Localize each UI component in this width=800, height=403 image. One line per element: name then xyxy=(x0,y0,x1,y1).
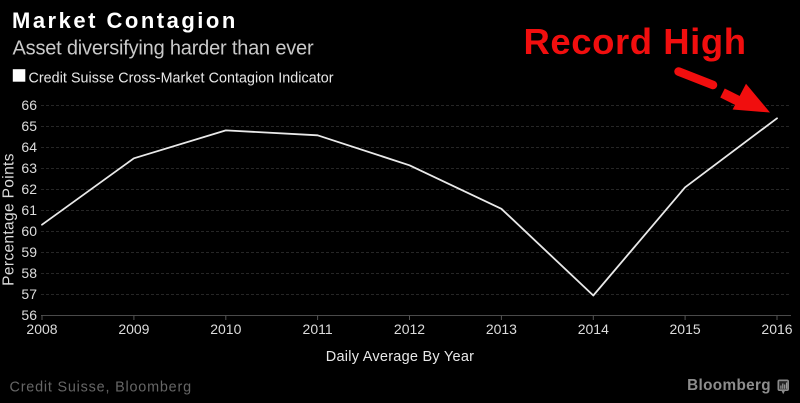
svg-text:Credit Suisse, Bloomberg: Credit Suisse, Bloomberg xyxy=(10,380,192,396)
svg-text:56: 56 xyxy=(21,307,37,323)
svg-text:63: 63 xyxy=(21,160,37,176)
svg-text:59: 59 xyxy=(21,244,37,260)
svg-text:2013: 2013 xyxy=(486,321,517,337)
svg-text:2012: 2012 xyxy=(394,321,425,337)
svg-text:64: 64 xyxy=(21,139,37,155)
svg-text:66: 66 xyxy=(21,97,37,113)
svg-text:2009: 2009 xyxy=(118,321,149,337)
svg-text:2016: 2016 xyxy=(761,321,792,337)
svg-text:Record High: Record High xyxy=(524,21,747,62)
svg-text:2010: 2010 xyxy=(210,321,241,337)
svg-text:Credit Suisse Cross-Market Con: Credit Suisse Cross-Market Contagion Ind… xyxy=(29,70,334,86)
svg-text:Daily Average By Year: Daily Average By Year xyxy=(326,349,474,365)
svg-text:Percentage Points: Percentage Points xyxy=(1,153,18,286)
svg-text:57: 57 xyxy=(21,286,37,302)
svg-text:Market Contagion: Market Contagion xyxy=(12,8,238,33)
svg-text:58: 58 xyxy=(21,265,37,281)
svg-text:Bloomberg: Bloomberg xyxy=(687,377,771,394)
svg-text:2008: 2008 xyxy=(26,321,57,337)
svg-text:65: 65 xyxy=(21,118,37,134)
svg-text:2014: 2014 xyxy=(578,321,609,337)
svg-text:Asset diversifying harder than: Asset diversifying harder than ever xyxy=(13,38,314,60)
svg-text:62: 62 xyxy=(21,181,37,197)
svg-text:60: 60 xyxy=(21,223,37,239)
svg-text:2011: 2011 xyxy=(303,321,333,337)
svg-text:2015: 2015 xyxy=(670,321,701,337)
svg-text:61: 61 xyxy=(21,202,37,218)
